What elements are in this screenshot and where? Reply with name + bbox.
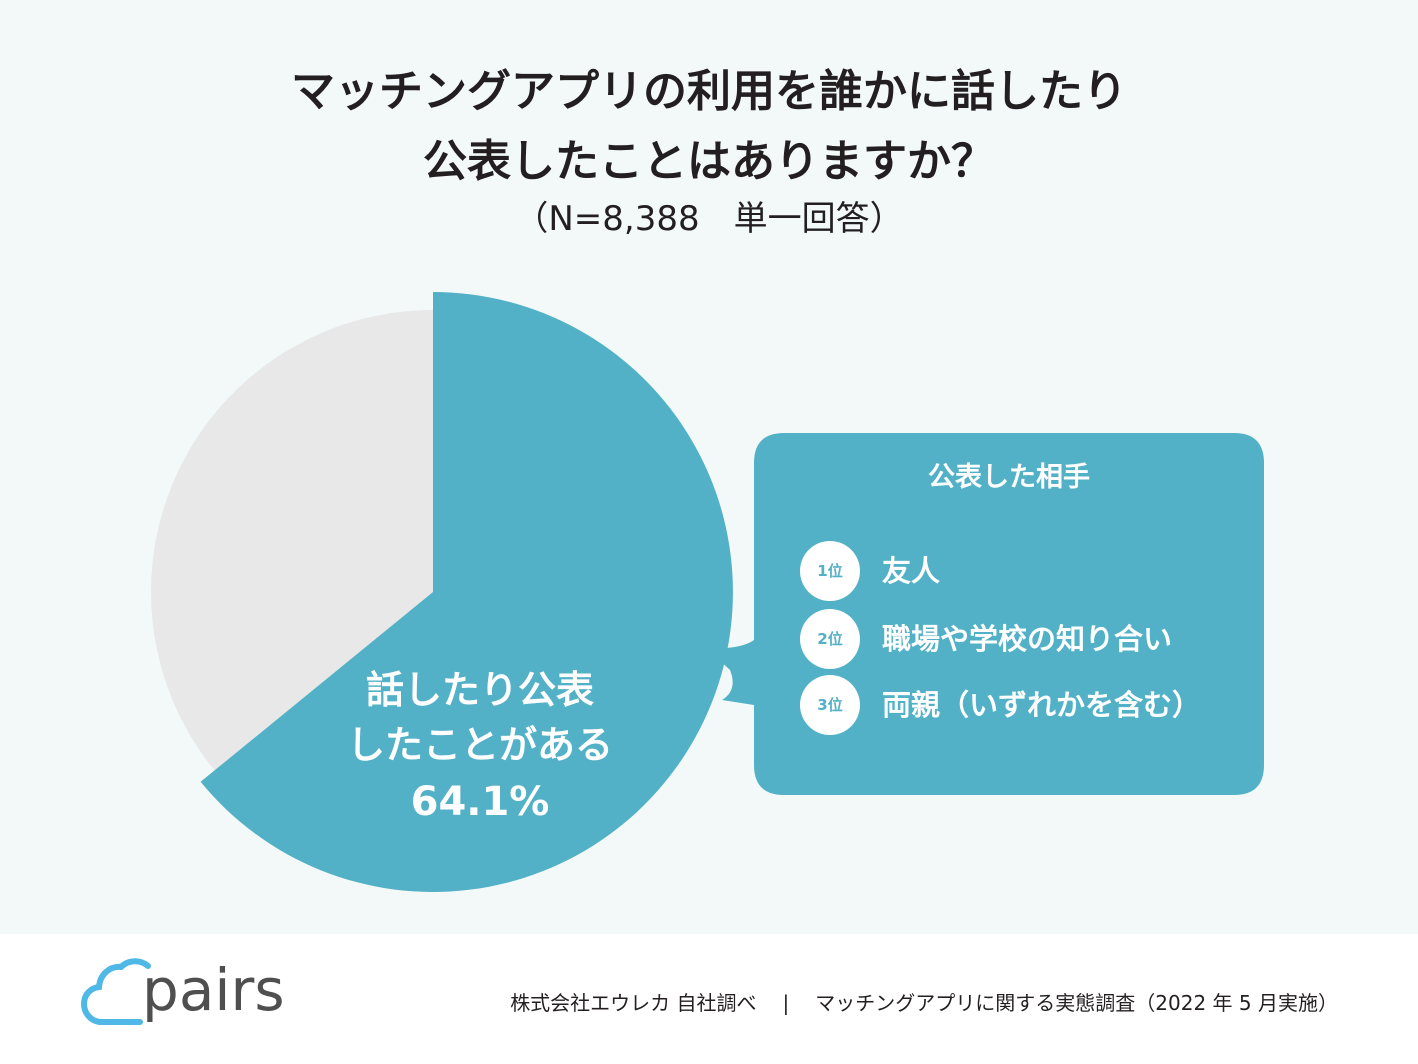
rank-text-1: 友人 (882, 554, 941, 588)
rank-badge-2: 2位 (800, 609, 860, 669)
pie-label-line2: したことがある (346, 723, 613, 767)
pie-slice-other (150, 310, 433, 771)
pie-value-label: 64.1% (410, 779, 550, 825)
pie-label-line1: 話したり公表 (365, 668, 594, 712)
rank-text-2: 職場や学校の知り合い (882, 622, 1173, 656)
pie-chart (150, 292, 1264, 893)
footer-source: 株式会社エウレカ 自社調べ | マッチングアプリに関する実態調査（2022 年 5 … (510, 988, 1338, 1018)
chart-title-line1: マッチングアプリの利用を誰かに話したり (291, 66, 1127, 117)
pie-slice-told (200, 292, 733, 893)
pairs-logo-text: pairs (142, 956, 285, 1024)
chart-subtitle: （N=8,388 単一回答） (514, 199, 904, 239)
footer-separator: | (782, 991, 790, 1015)
footer-survey: マッチングアプリに関する実態調査（2022 年 5 月実施） (815, 991, 1338, 1015)
footer-company: 株式会社エウレカ 自社調べ (510, 991, 757, 1015)
rank-badge-3: 3位 (800, 675, 860, 735)
chart-title-line2: 公表したことはありますか？ (423, 136, 995, 187)
rank-text-3: 両親（いずれかを含む） (882, 688, 1202, 722)
rank-badge-1: 1位 (800, 541, 860, 601)
callout-title: 公表した相手 (928, 462, 1090, 493)
pairs-cloud-icon (80, 958, 151, 1025)
